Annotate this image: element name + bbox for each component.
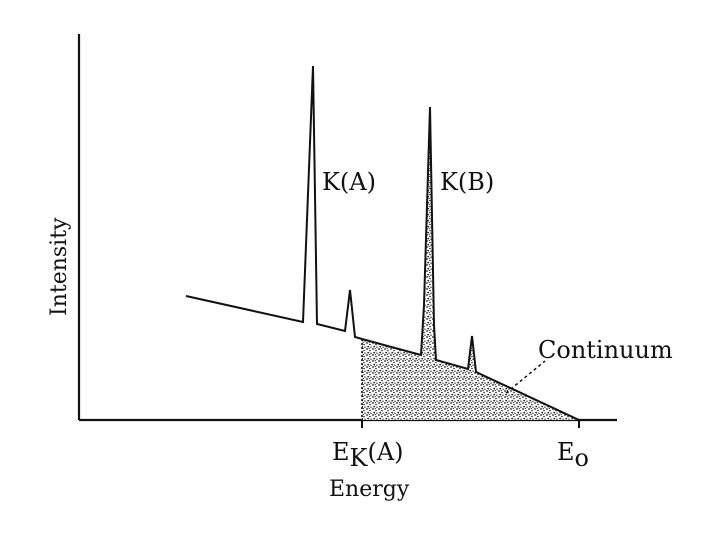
continuum-leader-line <box>505 360 546 394</box>
y-axis-label: Intensity <box>47 217 72 316</box>
peak-b-label: K(B) <box>440 168 494 196</box>
spectrum-curve <box>185 65 580 421</box>
e0-label-e: E <box>557 438 575 466</box>
ek-label-suffix: (A) <box>367 438 403 466</box>
e0-label-sub: o <box>575 444 589 472</box>
stippled-region <box>362 107 579 420</box>
x-axis-label: Energy <box>329 477 410 502</box>
ek-label-e: E <box>332 438 350 466</box>
peak-a-label: K(A) <box>322 168 376 196</box>
ek-label-sub: K <box>350 444 369 472</box>
ek-label: EK(A) <box>332 438 404 472</box>
continuum-label: Continuum <box>538 336 673 364</box>
e0-label: Eo <box>557 438 589 472</box>
